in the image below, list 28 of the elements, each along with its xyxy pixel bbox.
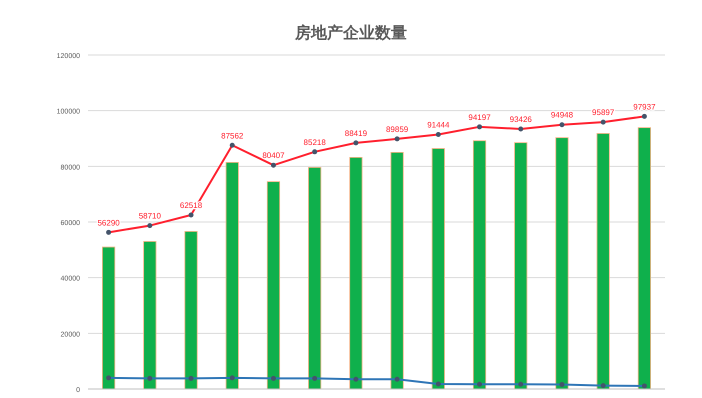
- bar: [184, 231, 198, 390]
- bar: [555, 137, 569, 390]
- data-label: 85218: [304, 138, 326, 147]
- bar: [514, 142, 528, 390]
- bar: [390, 152, 404, 390]
- bar: [143, 241, 156, 390]
- data-label: 91444: [427, 120, 450, 130]
- data-label: 95897: [592, 108, 615, 118]
- data-label: 87562: [221, 131, 244, 140]
- bar: [638, 127, 651, 390]
- data-label: 94948: [550, 110, 574, 120]
- bar: [102, 246, 116, 390]
- data-label: 88419: [344, 128, 368, 138]
- data-label: 97937: [633, 102, 656, 112]
- bar: [349, 157, 362, 390]
- bar: [432, 148, 445, 390]
- data-label: 94197: [468, 112, 492, 122]
- chart-title: 房地产企业数量: [294, 23, 407, 42]
- bar: [266, 181, 280, 390]
- bar: [472, 140, 486, 390]
- bar: [226, 162, 239, 390]
- bar: [596, 133, 610, 390]
- data-label: 56290: [97, 218, 120, 228]
- data-label: 93426: [510, 114, 532, 124]
- bar: [308, 167, 322, 390]
- data-label: 58710: [138, 212, 162, 221]
- data-label: 80407: [262, 151, 286, 160]
- data-label: 89859: [386, 124, 409, 134]
